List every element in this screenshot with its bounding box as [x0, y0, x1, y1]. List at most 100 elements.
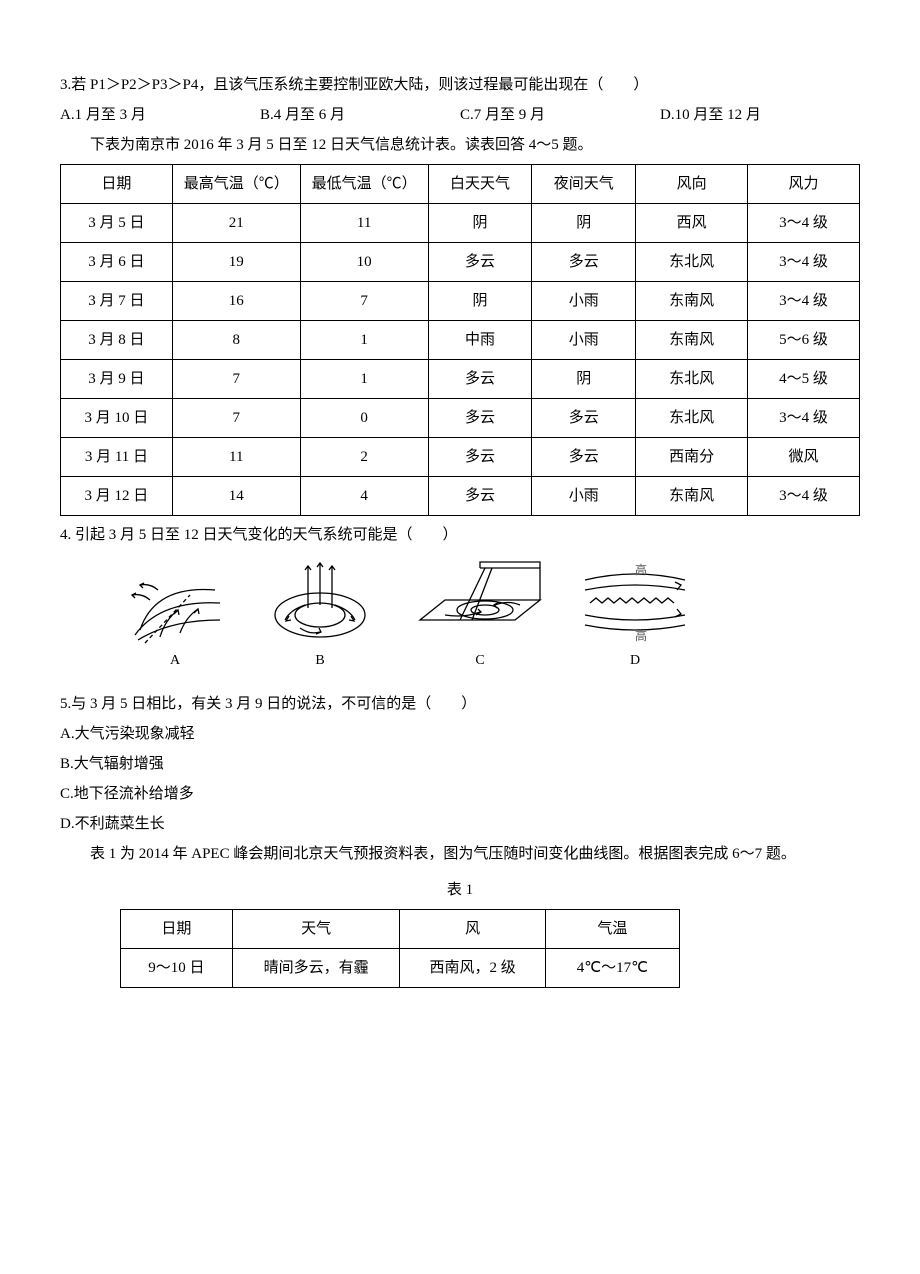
table-cell: 3 月 8 日	[61, 321, 173, 360]
q4-label-d: D	[630, 653, 640, 668]
table-row: 3 月 8 日81中雨小雨东南风5～6 级	[61, 321, 860, 360]
weather-table-nanjing: 日期 最高气温（℃） 最低气温（℃） 白天天气 夜间天气 风向 风力 3 月 5…	[60, 164, 860, 516]
col-date: 日期	[121, 910, 233, 949]
col-date: 日期	[61, 165, 173, 204]
table-cell: 0	[300, 399, 428, 438]
q3-stem: 3.若 P1＞P2＞P3＞P4，且该气压系统主要控制亚欧大陆，则该过程最可能出现…	[60, 70, 860, 100]
table-cell: 3～4 级	[748, 243, 860, 282]
table-row: 3 月 7 日167阴小雨东南风3～4 级	[61, 282, 860, 321]
table-cell: 阴	[428, 282, 532, 321]
table-cell: 东南风	[636, 321, 748, 360]
weather-system-c-icon	[410, 560, 550, 645]
table-cell: 多云	[428, 477, 532, 516]
table-cell: 东南风	[636, 282, 748, 321]
table-cell: 东南风	[636, 477, 748, 516]
q4-fig-c: C	[410, 560, 550, 675]
table-row: 3 月 5 日2111阴阴西风3～4 级	[61, 204, 860, 243]
table-cell: 晴间多云，有霾	[232, 949, 400, 988]
table-cell: 小雨	[532, 477, 636, 516]
q4-fig-b: B	[260, 560, 380, 675]
table-cell: 东北风	[636, 399, 748, 438]
table-header-row: 日期 最高气温（℃） 最低气温（℃） 白天天气 夜间天气 风向 风力	[61, 165, 860, 204]
col-day: 白天天气	[428, 165, 532, 204]
table-cell: 4～5 级	[748, 360, 860, 399]
table-cell: 3 月 6 日	[61, 243, 173, 282]
q3-opt-c: C.7 月至 9 月	[460, 100, 660, 130]
table-cell: 2	[300, 438, 428, 477]
table-row: 3 月 12 日144多云小雨东南风3～4 级	[61, 477, 860, 516]
table-cell: 西南风，2 级	[400, 949, 545, 988]
table-cell: 阴	[428, 204, 532, 243]
table-cell: 阴	[532, 360, 636, 399]
table-cell: 8	[172, 321, 300, 360]
weather-system-a-icon	[120, 565, 230, 645]
q3-options: A.1 月至 3 月 B.4 月至 6 月 C.7 月至 9 月 D.10 月至…	[60, 100, 860, 130]
table-row: 3 月 11 日112多云多云西南分微风	[61, 438, 860, 477]
table-cell: 4	[300, 477, 428, 516]
table-cell: 7	[172, 399, 300, 438]
table-cell: 西风	[636, 204, 748, 243]
table-cell: 中雨	[428, 321, 532, 360]
table-cell: 3 月 10 日	[61, 399, 173, 438]
table2-caption: 表 1	[60, 875, 860, 905]
table2-intro: 表 1 为 2014 年 APEC 峰会期间北京天气预报资料表，图为气压随时间变…	[60, 839, 860, 869]
table-cell: 14	[172, 477, 300, 516]
q3-opt-b: B.4 月至 6 月	[260, 100, 460, 130]
table-cell: 多云	[428, 243, 532, 282]
svg-text:高: 高	[635, 628, 647, 643]
col-temp: 气温	[545, 910, 679, 949]
table-cell: 3 月 5 日	[61, 204, 173, 243]
table-cell: 3 月 12 日	[61, 477, 173, 516]
svg-text:高: 高	[635, 562, 647, 577]
q4-fig-d: 高 高 D	[580, 560, 690, 675]
col-lo: 最低气温（℃）	[300, 165, 428, 204]
table-cell: 7	[300, 282, 428, 321]
col-weather: 天气	[232, 910, 400, 949]
weather-system-d-icon: 高 高	[580, 560, 690, 645]
table-cell: 3 月 11 日	[61, 438, 173, 477]
q4-figures: A B	[120, 560, 860, 675]
table-cell: 19	[172, 243, 300, 282]
table-cell: 3～4 级	[748, 282, 860, 321]
q4-label-a: A	[170, 653, 180, 668]
table-cell: 小雨	[532, 321, 636, 360]
weather-table-beijing: 日期 天气 风 气温 9～10 日晴间多云，有霾西南风，2 级4℃～17℃	[120, 909, 680, 988]
table1-intro: 下表为南京市 2016 年 3 月 5 日至 12 日天气信息统计表。读表回答 …	[60, 130, 860, 160]
table-cell: 多云	[532, 399, 636, 438]
table-cell: 11	[172, 438, 300, 477]
table-row: 3 月 10 日70多云多云东北风3～4 级	[61, 399, 860, 438]
table-cell: 3 月 9 日	[61, 360, 173, 399]
table-cell: 21	[172, 204, 300, 243]
weather-system-b-icon	[260, 560, 380, 645]
table-cell: 5～6 级	[748, 321, 860, 360]
table-cell: 多云	[532, 438, 636, 477]
q4-stem: 4. 引起 3 月 5 日至 12 日天气变化的天气系统可能是（ ）	[60, 520, 860, 550]
table-cell: 西南分	[636, 438, 748, 477]
table-cell: 3～4 级	[748, 204, 860, 243]
table-cell: 多云	[532, 243, 636, 282]
table-cell: 微风	[748, 438, 860, 477]
q5-opt-b: B.大气辐射增强	[60, 749, 860, 779]
col-night: 夜间天气	[532, 165, 636, 204]
table-cell: 小雨	[532, 282, 636, 321]
q5-opt-c: C.地下径流补给增多	[60, 779, 860, 809]
col-wind: 风	[400, 910, 545, 949]
q5-stem: 5.与 3 月 5 日相比，有关 3 月 9 日的说法，不可信的是（ ）	[60, 689, 860, 719]
table-header-row: 日期 天气 风 气温	[121, 910, 680, 949]
table-cell: 10	[300, 243, 428, 282]
q4-label-c: C	[475, 653, 484, 668]
table-cell: 9～10 日	[121, 949, 233, 988]
table-cell: 多云	[428, 399, 532, 438]
table-cell: 11	[300, 204, 428, 243]
q5-opt-a: A.大气污染现象减轻	[60, 719, 860, 749]
table-cell: 3～4 级	[748, 399, 860, 438]
table-cell: 多云	[428, 360, 532, 399]
table-row: 9～10 日晴间多云，有霾西南风，2 级4℃～17℃	[121, 949, 680, 988]
col-windforce: 风力	[748, 165, 860, 204]
table-row: 3 月 9 日71多云阴东北风4～5 级	[61, 360, 860, 399]
q4-label-b: B	[315, 653, 324, 668]
table-cell: 1	[300, 321, 428, 360]
q3-opt-d: D.10 月至 12 月	[660, 100, 860, 130]
table-cell: 东北风	[636, 243, 748, 282]
table-cell: 多云	[428, 438, 532, 477]
